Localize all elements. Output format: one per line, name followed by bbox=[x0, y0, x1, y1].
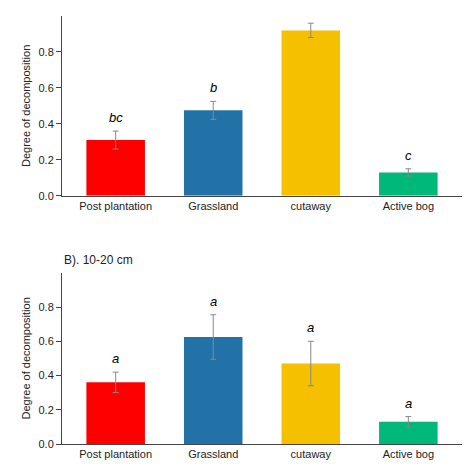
svg-text:Active bog: Active bog bbox=[383, 200, 434, 212]
svg-text:0.8: 0.8 bbox=[39, 46, 54, 58]
svg-text:0.0: 0.0 bbox=[39, 190, 54, 202]
svg-text:c: c bbox=[405, 148, 412, 163]
svg-text:a: a bbox=[307, 320, 314, 335]
svg-text:Active bog: Active bog bbox=[383, 448, 434, 460]
svg-text:0.6: 0.6 bbox=[39, 335, 54, 347]
svg-text:B). 10-20 cm: B). 10-20 cm bbox=[64, 253, 133, 267]
svg-text:Degree of decomposition: Degree of decomposition bbox=[20, 45, 32, 167]
svg-text:bc: bc bbox=[109, 110, 123, 125]
svg-text:0.8: 0.8 bbox=[39, 301, 54, 313]
svg-text:0.2: 0.2 bbox=[39, 404, 54, 416]
svg-text:a: a bbox=[405, 396, 412, 411]
svg-text:a: a bbox=[210, 294, 217, 309]
svg-text:0.2: 0.2 bbox=[39, 154, 54, 166]
svg-text:cutaway: cutaway bbox=[291, 200, 332, 212]
svg-text:0.4: 0.4 bbox=[39, 118, 54, 130]
svg-text:b: b bbox=[210, 80, 217, 95]
svg-text:Post plantation: Post plantation bbox=[79, 200, 152, 212]
svg-text:Grassland: Grassland bbox=[188, 200, 238, 212]
svg-text:0.0: 0.0 bbox=[39, 438, 54, 450]
svg-text:Grassland: Grassland bbox=[188, 448, 238, 460]
svg-text:Post plantation: Post plantation bbox=[79, 448, 152, 460]
svg-text:cutaway: cutaway bbox=[291, 448, 332, 460]
svg-text:Degree of decomposition: Degree of decomposition bbox=[20, 297, 32, 419]
svg-text:0.4: 0.4 bbox=[39, 369, 54, 381]
svg-text:0.6: 0.6 bbox=[39, 82, 54, 94]
svg-text:a: a bbox=[112, 351, 119, 366]
